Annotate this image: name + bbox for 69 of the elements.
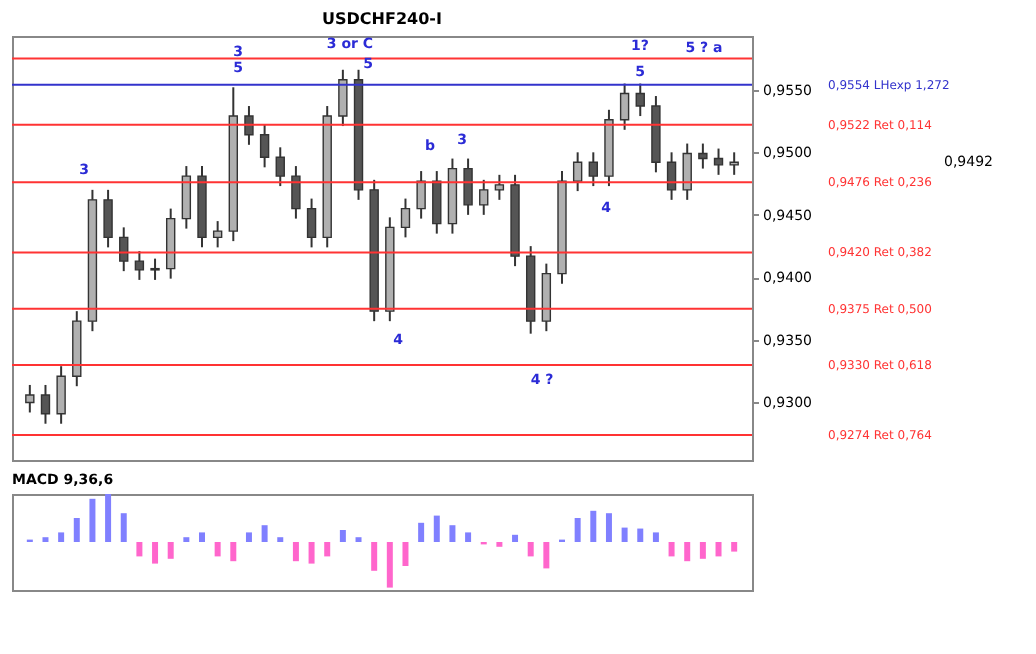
bar [73, 518, 80, 542]
bar [512, 534, 519, 542]
bar [136, 542, 143, 557]
bar [199, 532, 205, 542]
bar [465, 532, 472, 542]
candlestick [682, 142, 692, 201]
candlestick [134, 250, 145, 281]
bar [105, 494, 112, 542]
bar [89, 498, 96, 542]
bar [637, 528, 644, 542]
candlestick [181, 165, 192, 230]
bar [386, 542, 393, 588]
bar [120, 513, 127, 542]
candlestick [338, 68, 348, 128]
candlestick [572, 151, 583, 193]
candlestick [729, 151, 739, 176]
bar [152, 542, 159, 564]
bar [527, 542, 534, 557]
bar [652, 532, 659, 542]
candlestick [666, 151, 677, 201]
bar [574, 518, 581, 542]
candlestick [400, 197, 411, 239]
bar [230, 542, 237, 562]
bar [58, 532, 65, 542]
bar [605, 513, 612, 542]
candlestick [463, 157, 473, 216]
bar [715, 542, 722, 557]
candlestick [479, 178, 489, 216]
bar [699, 542, 706, 559]
bar [324, 542, 331, 557]
candlestick [291, 165, 301, 220]
bar [433, 515, 440, 542]
bar [543, 542, 550, 569]
bar [402, 542, 409, 566]
bar [214, 542, 221, 557]
candlestick [103, 188, 113, 249]
candlestick [212, 220, 223, 249]
candlestick [150, 257, 160, 281]
candlestick [244, 105, 254, 146]
candlestick [275, 146, 285, 188]
bar [731, 542, 738, 552]
bar [590, 510, 597, 542]
bar [292, 542, 299, 562]
bar [308, 542, 315, 564]
bar [371, 542, 378, 571]
bar [668, 542, 675, 557]
bar [621, 527, 628, 542]
candlestick [494, 173, 505, 201]
bar [684, 542, 691, 562]
candlestick [635, 82, 645, 118]
candlestick [259, 123, 270, 169]
bar [339, 530, 346, 542]
candlestick [698, 142, 708, 170]
bar [261, 525, 268, 542]
bar [449, 525, 456, 542]
candlestick [713, 147, 724, 176]
chart-title: USDCHF240-I [322, 10, 442, 28]
bar [418, 522, 425, 542]
candlestick [306, 197, 317, 249]
candlestick [432, 170, 442, 235]
bar [245, 532, 252, 542]
bar [167, 542, 174, 559]
candlestick [416, 170, 426, 220]
candlestick [619, 82, 630, 131]
candlestick [25, 383, 35, 414]
candlestick [588, 151, 598, 188]
candlestick [541, 262, 552, 333]
candlestick [56, 365, 66, 425]
candlestick [40, 383, 51, 425]
